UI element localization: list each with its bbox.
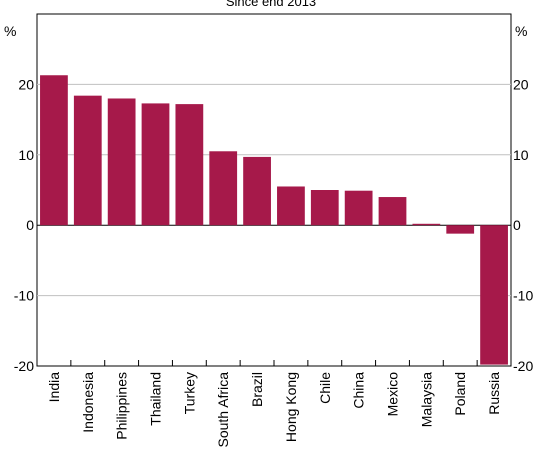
chart-subtitle: Since end 2013 <box>226 0 316 9</box>
y-tick-label-left: 0 <box>26 217 34 233</box>
x-tick-label: Poland <box>452 372 468 416</box>
y-tick-label-right: -20 <box>513 358 533 374</box>
y-axis-left: -20 -10 0 10 20 <box>14 76 34 374</box>
y-unit-left: % <box>4 23 16 39</box>
x-tick-label: Philippines <box>114 372 130 440</box>
bar-india <box>40 75 68 226</box>
bar-philippines <box>107 98 136 226</box>
x-tick-label: Malaysia <box>418 372 434 427</box>
x-tick-label: Brazil <box>249 372 265 407</box>
y-tick-label-left: 20 <box>18 76 34 92</box>
bar-hong-kong <box>277 186 305 226</box>
x-axis-categories: India Indonesia Philippines Thailand Turkey S… <box>46 372 502 448</box>
bar-chile <box>310 190 339 226</box>
y-tick-label-left: -20 <box>14 358 34 374</box>
x-tick-label: India <box>46 372 62 403</box>
y-tick-label-right: 10 <box>513 147 529 163</box>
x-tick-label: Chile <box>317 372 333 404</box>
bar-russia <box>480 225 508 365</box>
x-tick-label: China <box>351 372 367 409</box>
y-tick-label-right: 20 <box>513 76 529 92</box>
y-axis-right: -20 -10 0 10 20 <box>513 76 533 374</box>
bar-thailand <box>141 103 170 226</box>
x-tick-label: Thailand <box>148 372 164 426</box>
bar-poland <box>446 225 475 234</box>
tick-marks <box>70 360 478 366</box>
x-tick-label: Russia <box>486 372 502 415</box>
y-tick-label-right: -10 <box>513 288 533 304</box>
bar-mexico <box>378 197 407 226</box>
x-tick-label: Mexico <box>385 372 401 417</box>
bar-indonesia <box>73 95 102 226</box>
y-unit-right: % <box>515 23 527 39</box>
bars <box>40 75 508 365</box>
x-tick-label: Turkey <box>181 372 197 414</box>
bar-turkey <box>175 104 204 226</box>
x-tick-label: Hong Kong <box>283 372 299 442</box>
x-tick-label: Indonesia <box>80 372 96 433</box>
y-tick-label-left: 10 <box>18 147 34 163</box>
x-tick-label: South Africa <box>215 372 231 448</box>
y-tick-label-left: -10 <box>14 288 34 304</box>
bar-brazil <box>243 156 271 226</box>
bar-china <box>344 190 373 226</box>
bar-south-africa <box>209 151 238 226</box>
y-tick-label-right: 0 <box>513 217 521 233</box>
bar-malaysia <box>412 223 441 226</box>
